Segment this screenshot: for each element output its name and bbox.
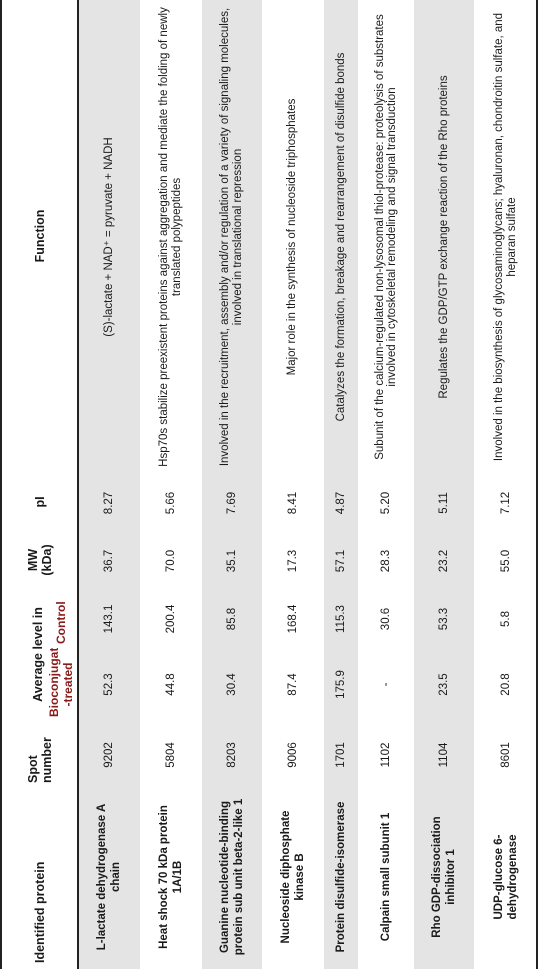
isoelectric-point: 4.87 bbox=[323, 473, 359, 532]
control-level: 115.3 bbox=[323, 589, 359, 648]
function-description: Subunit of the calcium-regulated non-lys… bbox=[358, 0, 414, 474]
spot-number: 9006 bbox=[262, 721, 324, 789]
function-description: Major role in the synthesis of nucleosid… bbox=[262, 0, 324, 474]
treated-level: 30.4 bbox=[201, 648, 263, 721]
molecular-weight: 57.1 bbox=[323, 531, 359, 590]
table-row: Calpain small subunit 1 1102-30.6 28.3 5.20… bbox=[358, 0, 414, 969]
treated-level: 20.8 bbox=[474, 648, 537, 721]
table-row: UDP-glucose 6-dehydrogenase 8601 20.8 5.8 55… bbox=[474, 0, 537, 969]
spot-number: 1104 bbox=[413, 721, 475, 789]
header-treated: Bioconjugate -treated bbox=[47, 648, 78, 721]
protein-name: L-lactate dehydrogenase A chain bbox=[78, 789, 140, 969]
function-description: Involved in the biosynthesis of glycosam… bbox=[474, 0, 537, 474]
spot-number: 1102 bbox=[358, 721, 414, 789]
spot-number: 5804 bbox=[140, 721, 202, 789]
table-row: Protein disulfide-isomerase 1701 175.9 115.… bbox=[323, 0, 359, 969]
header-function: Function bbox=[1, 0, 78, 474]
spot-number: 1701 bbox=[323, 721, 359, 789]
protein-name: Guanine nucleotide-binding protein sub u… bbox=[201, 789, 263, 969]
function-description: (S)-lactate + NAD⁺ = pyruvate + NADH bbox=[78, 0, 140, 474]
header-control: Control bbox=[47, 589, 78, 648]
function-description: Involved in the recruitment, assembly an… bbox=[201, 0, 263, 474]
table-row: Nucleoside diphosphate kinase B 9006 87.4 1… bbox=[262, 0, 324, 969]
treated-level: 175.9 bbox=[323, 648, 359, 721]
header-pi: pI bbox=[1, 473, 78, 532]
molecular-weight: 28.3 bbox=[358, 531, 414, 590]
isoelectric-point: 7.69 bbox=[201, 473, 263, 532]
function-description: Catalyzes the formation, breakage and re… bbox=[323, 0, 359, 474]
header-spot: Spot number bbox=[1, 721, 78, 789]
control-level: 5.8 bbox=[474, 589, 537, 648]
protein-name: Heat shock 70 kDa protein 1A/1B bbox=[140, 789, 202, 969]
control-level: 85.8 bbox=[201, 589, 263, 648]
header-average-level: Average level in bbox=[31, 607, 45, 702]
protein-name: Nucleoside diphosphate kinase B bbox=[262, 789, 324, 969]
control-level: 168.4 bbox=[262, 589, 324, 648]
table-row: Heat shock 70 kDa protein 1A/1B 5804 44.8 2… bbox=[140, 0, 202, 969]
spot-number: 8601 bbox=[474, 721, 537, 789]
table-row: Rho GDP-dissociation inhibitor 1 1104 23.5… bbox=[413, 0, 475, 969]
molecular-weight: 36.7 bbox=[78, 531, 140, 590]
control-level: 53.3 bbox=[413, 589, 475, 648]
isoelectric-point: 5.11 bbox=[413, 473, 475, 532]
treated-level: 87.4 bbox=[262, 648, 324, 721]
protein-name: Calpain small subunit 1 bbox=[358, 789, 414, 969]
treated-level: 23.5 bbox=[413, 648, 475, 721]
protein-name: Rho GDP-dissociation inhibitor 1 bbox=[413, 789, 475, 969]
molecular-weight: 23.2 bbox=[413, 531, 475, 590]
function-description: Regulates the GDP/GTP exchange reaction … bbox=[413, 0, 475, 474]
header-mw: MW (kDa) bbox=[1, 531, 78, 590]
isoelectric-point: 8.41 bbox=[262, 473, 324, 532]
control-level: 30.6 bbox=[358, 589, 414, 648]
control-level: 200.4 bbox=[140, 589, 202, 648]
table-row: L-lactate dehydrogenase A chain 9202 52.3 1… bbox=[78, 0, 140, 969]
isoelectric-point: 7.12 bbox=[474, 473, 537, 532]
isoelectric-point: 8.27 bbox=[78, 473, 140, 532]
isoelectric-point: 5.66 bbox=[140, 473, 202, 532]
isoelectric-point: 5.20 bbox=[358, 473, 414, 532]
molecular-weight: 55.0 bbox=[474, 531, 537, 590]
molecular-weight: 17.3 bbox=[262, 531, 324, 590]
treated-level: 44.8 bbox=[140, 648, 202, 721]
control-level: 143.1 bbox=[78, 589, 140, 648]
function-description: Hsp70s stabilize preexistent proteins ag… bbox=[140, 0, 202, 474]
molecular-weight: 70.0 bbox=[140, 531, 202, 590]
molecular-weight: 35.1 bbox=[201, 531, 263, 590]
header-protein: Identified protein bbox=[1, 789, 78, 969]
treated-level: 52.3 bbox=[78, 648, 140, 721]
spot-number: 9202 bbox=[78, 721, 140, 789]
table-row: Guanine nucleotide-binding protein sub u… bbox=[201, 0, 263, 969]
protein-name: UDP-glucose 6-dehydrogenase bbox=[474, 789, 537, 969]
spot-number: 8203 bbox=[201, 721, 263, 789]
protein-name: Protein disulfide-isomerase bbox=[323, 789, 359, 969]
treated-level: - bbox=[358, 648, 414, 721]
